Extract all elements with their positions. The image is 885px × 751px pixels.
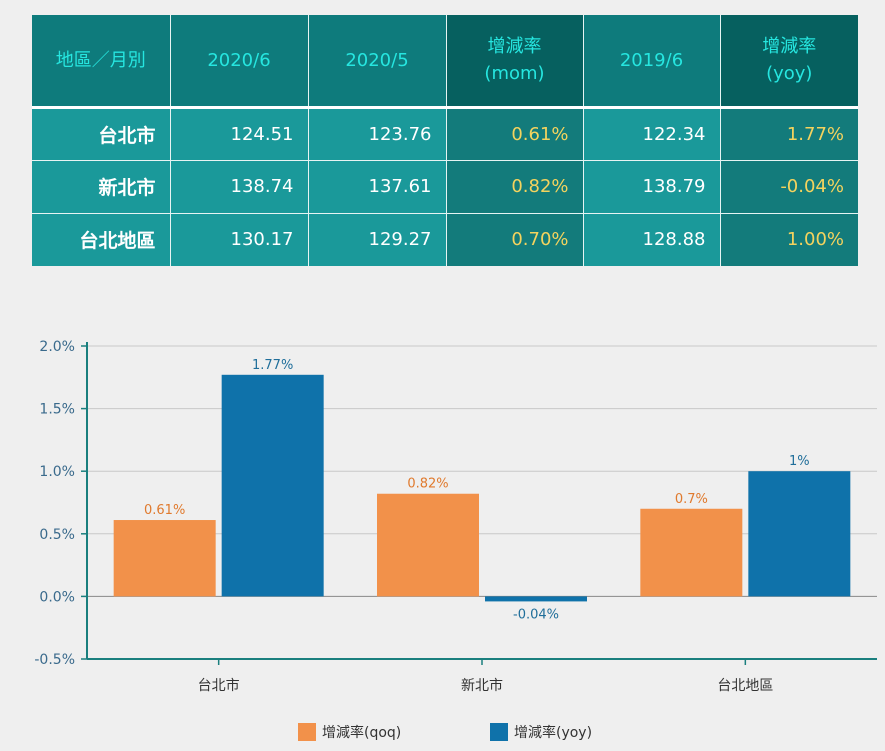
table-row: 台北地區 130.17 129.27 0.70% 128.88 1.00% <box>32 213 858 266</box>
x-tick-label: 台北地區 <box>717 678 773 694</box>
cell-2019-6: 128.88 <box>583 213 721 266</box>
header-2020-6: 2020/6 <box>170 15 309 109</box>
cell-2020-6: 124.51 <box>170 107 309 161</box>
header-yoy-rate: 增減率 (yoy) <box>720 15 858 109</box>
data-label: 1% <box>789 454 810 469</box>
header-2020-5: 2020/5 <box>308 15 447 109</box>
bar <box>377 493 479 597</box>
table-header-row: 地區／月別 2020/6 2020/5 增減率 (mom) 2019/6 增減率(… <box>32 15 858 109</box>
cell-yoy: 1.77% <box>720 107 858 161</box>
bar <box>113 520 216 597</box>
table-row: 台北市 124.51 123.76 0.61% 122.34 1.77% <box>32 107 858 161</box>
cell-2020-6: 138.74 <box>170 160 309 214</box>
cell-mom: 0.82% <box>446 160 584 214</box>
y-tick-label: 0.5% <box>39 527 75 543</box>
y-tick-label: -0.5% <box>34 652 75 668</box>
y-tick-label: 0.0% <box>39 589 75 605</box>
legend-label: 增減率(yoy) <box>514 725 593 741</box>
x-tick-label: 台北市 <box>198 677 240 694</box>
y-tick-label: 1.0% <box>39 464 75 480</box>
cell-2020-5: 123.76 <box>308 107 447 161</box>
bar <box>221 374 324 597</box>
data-label: 0.61% <box>144 503 185 518</box>
cell-mom: 0.70% <box>446 213 584 266</box>
data-label: 0.82% <box>407 477 448 492</box>
row-label: 台北市 <box>32 107 171 161</box>
row-label: 新北市 <box>32 160 171 214</box>
cell-2019-6: 138.79 <box>583 160 721 214</box>
x-tick-label: 新北市 <box>461 677 503 694</box>
y-tick-label: 1.5% <box>39 402 75 418</box>
table-row: 新北市 138.74 137.61 0.82% 138.79 -0.04% <box>32 160 858 214</box>
cell-2020-6: 130.17 <box>170 213 309 266</box>
bar <box>748 471 851 597</box>
row-label: 台北地區 <box>32 213 171 266</box>
header-region: 地區／月別 <box>32 15 171 109</box>
legend-swatch-blue <box>490 723 508 741</box>
cell-2020-5: 137.61 <box>308 160 447 214</box>
header-mom-rate: 增減率 (mom) <box>446 15 584 109</box>
price-index-table: 地區／月別 2020/6 2020/5 增減率 (mom) 2019/6 增減率(… <box>32 15 858 266</box>
header-2019-6: 2019/6 <box>583 15 721 109</box>
y-tick-label: 2.0% <box>39 339 75 355</box>
rate-bar-chart: -0.5% 0.0% 0.5% 1.0% 1.5% 2.0% 台北市 0.61% 1.77% 新北… <box>34 339 877 694</box>
legend-label: 增減率(qoq) <box>322 725 402 741</box>
cell-2019-6: 122.34 <box>583 107 721 161</box>
data-label: 0.7% <box>675 492 708 507</box>
bar <box>640 508 743 597</box>
cell-2020-5: 129.27 <box>308 213 447 266</box>
legend-item-yoy[interactable]: 增減率(yoy) <box>490 722 592 742</box>
cell-yoy: -0.04% <box>720 160 858 214</box>
legend-swatch-orange <box>298 723 316 741</box>
cell-mom: 0.61% <box>446 107 584 161</box>
data-label: 1.77% <box>252 358 293 373</box>
bar <box>485 596 587 602</box>
legend-item-qoq[interactable]: 增減率(qoq) <box>298 722 401 742</box>
cell-yoy: 1.00% <box>720 213 858 266</box>
data-label: -0.04% <box>513 607 559 622</box>
